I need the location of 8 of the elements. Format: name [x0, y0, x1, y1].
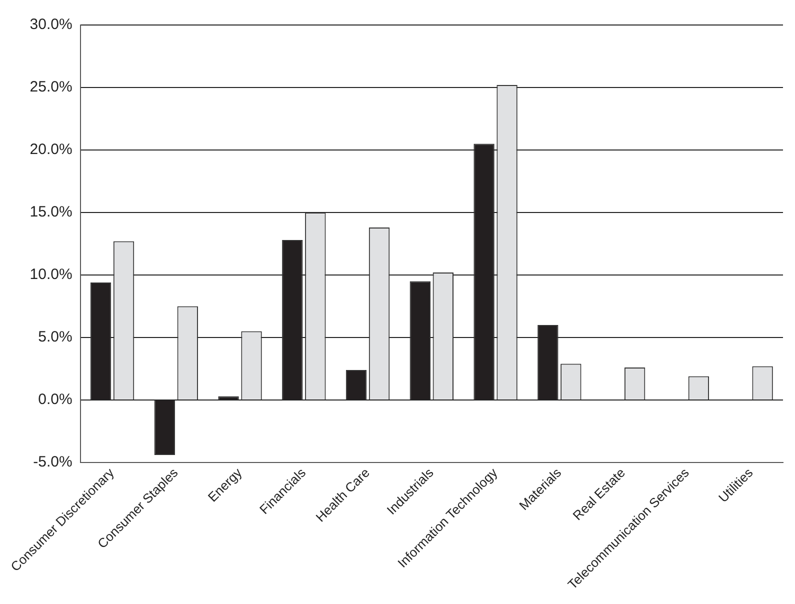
y-tick-label: 10.0%	[30, 266, 72, 284]
y-tick-label: 5.0%	[38, 328, 72, 346]
y-tick-label: 0.0%	[38, 391, 72, 408]
y-tick-label: 25.0%	[30, 78, 72, 96]
y-tick-label: 20.0%	[30, 141, 72, 158]
y-tick-label: 30.0%	[30, 16, 72, 34]
y-tick-label: 15.0%	[30, 204, 72, 221]
y-tick-label: -5.0%	[33, 454, 72, 471]
